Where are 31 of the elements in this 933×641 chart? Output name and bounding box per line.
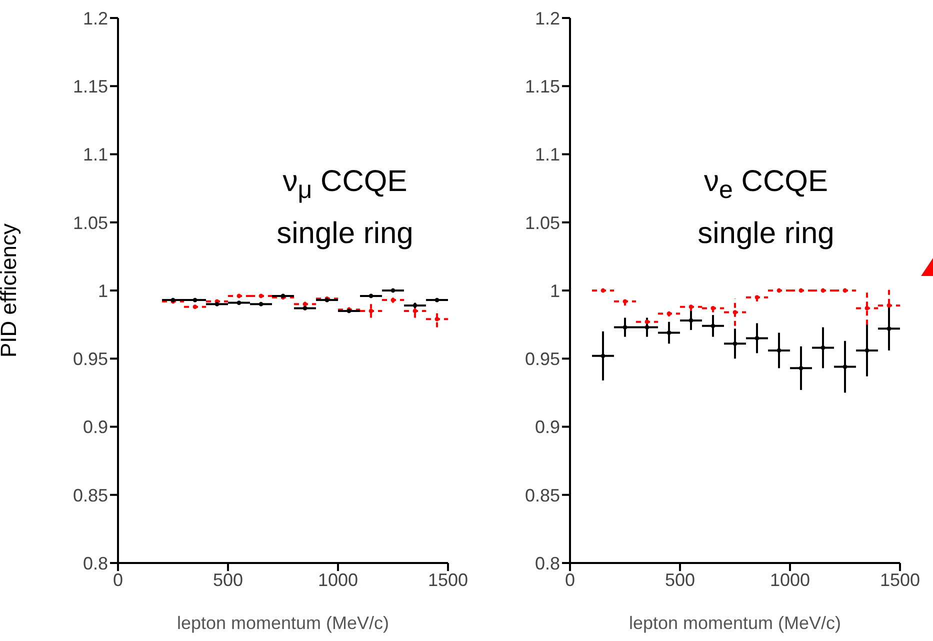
y-tick-label: 1.05 xyxy=(72,212,108,233)
y-tick-label: 0.85 xyxy=(524,485,560,506)
y-tick-label: 0.9 xyxy=(82,417,108,438)
x-tick-label: 500 xyxy=(212,570,244,590)
x-tick-label: 1500 xyxy=(428,570,468,590)
y-tick-label: 1.05 xyxy=(524,212,560,233)
y-tick-label: 1 xyxy=(98,280,108,301)
y-tick-label: 0.8 xyxy=(534,553,560,574)
y-tick-label: 1.2 xyxy=(82,8,108,28)
x-tick-label: 500 xyxy=(664,570,696,590)
x-tick-label: 1000 xyxy=(770,570,810,590)
y-tick-label: 0.95 xyxy=(524,349,560,370)
y-tick-label: 1.1 xyxy=(534,144,560,165)
x-axis-title: lepton momentum (MeV/c) xyxy=(176,613,390,633)
y-tick-label: 0.8 xyxy=(82,553,108,574)
x-tick-label: 0 xyxy=(112,570,124,590)
y-tick-label: 1.15 xyxy=(72,76,108,97)
x-tick-label: 1000 xyxy=(318,570,358,590)
y-tick-label: 0.9 xyxy=(534,417,560,438)
y-tick-label: 1 xyxy=(550,280,560,301)
y-tick-label: 1.2 xyxy=(534,8,560,28)
x-tick-label: 1500 xyxy=(880,570,920,590)
y-tick-label: 0.95 xyxy=(72,349,108,370)
x-tick-label: 0 xyxy=(564,570,576,590)
y-axis-title: PID efficiency xyxy=(0,223,21,358)
y-tick-label: 0.85 xyxy=(72,485,108,506)
y-tick-label: 1.1 xyxy=(82,144,108,165)
y-tick-label: 1.15 xyxy=(524,76,560,97)
annotation: ν$_{μ}$ CCQE single ring xyxy=(276,164,414,252)
annotation: ν$_{e}$ CCQE single ring xyxy=(696,164,836,252)
x-axis-title: lepton momentum (MeV/c) xyxy=(628,613,842,633)
